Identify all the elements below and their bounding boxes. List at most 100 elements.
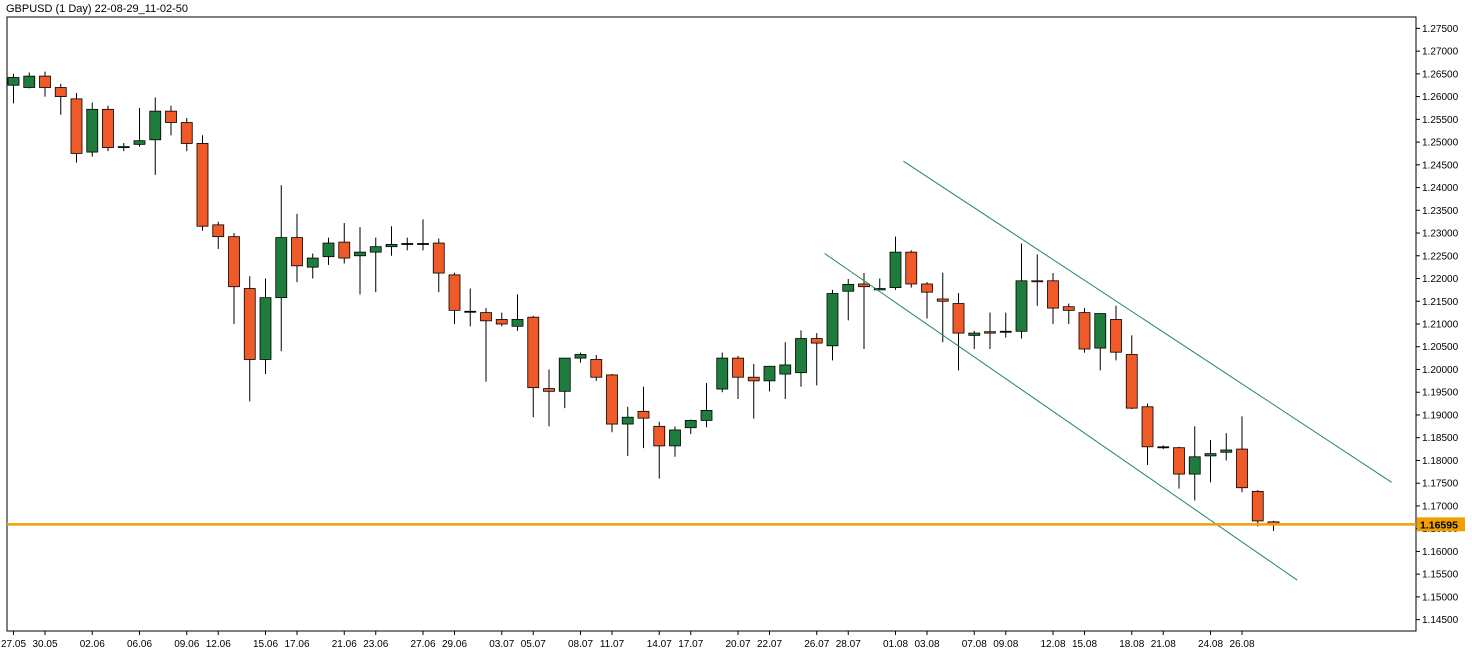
candle-body-bear [464,310,477,313]
candle-body-bear [432,242,445,274]
x-axis-tick-label: 15.06 [253,639,278,650]
candle [1251,490,1264,527]
candle [212,221,225,249]
y-axis-tick-label: 1.23000 [1422,229,1459,240]
channel-lower-line [824,253,1298,581]
candle [1078,308,1091,353]
candle-body-bear [54,87,67,97]
candle [432,238,445,293]
x-axis-tick-label: 22.07 [757,639,782,650]
candle [669,426,681,457]
candle [1188,426,1201,501]
x-axis-tick-label: 26.08 [1229,639,1254,650]
candle [810,333,823,386]
candle [196,135,209,231]
candle [228,233,240,324]
candle [747,364,760,419]
candle-body-bull [1188,456,1201,475]
x-axis-tick-label: 14.07 [647,639,672,650]
x-axis-tick-label: 20.07 [725,639,750,650]
current-price-label: 1.16595 [1420,519,1458,531]
y-axis-tick-label: 1.15500 [1422,570,1459,581]
candle [1094,313,1107,371]
current-price-tag [1417,517,1465,532]
candle-body-bear [480,312,492,322]
candle [1157,445,1170,450]
candle [1141,403,1154,465]
y-axis-tick-label: 1.18000 [1422,456,1459,467]
y-axis-tick-label: 1.25500 [1422,115,1459,126]
candle [905,250,918,288]
candle-body-bear [228,236,240,288]
x-axis-tick-label: 17.06 [284,639,309,650]
candle-body-bear [495,319,508,325]
candle-body-bull [117,146,130,149]
y-axis-tick-label: 1.14500 [1422,615,1459,626]
y-axis-tick-label: 1.16000 [1422,547,1459,558]
candle [149,97,162,175]
candle [70,92,83,163]
candle [653,421,666,479]
candle [558,357,571,409]
candle [621,406,634,456]
candle-body-bull [369,246,382,253]
candle [417,219,429,251]
x-axis-tick-label: 01.08 [883,639,908,650]
candle-body-bear [653,425,666,447]
candle-body-bear [1236,448,1248,489]
y-axis-tick-label: 1.20500 [1422,342,1459,353]
channel-upper-line [903,160,1392,483]
candle [543,369,555,427]
x-axis-tick-label: 03.08 [914,639,939,650]
candle-body-bear [1173,447,1185,475]
candle-body-bull [795,338,807,374]
candle [86,102,99,157]
y-axis-tick-label: 1.21500 [1422,297,1459,308]
candle [858,273,870,350]
candle-body-bull [1094,313,1107,349]
candle-body-bear [810,338,823,344]
candle [243,276,256,402]
candle-body-bear [196,143,209,227]
candle [1125,335,1138,410]
candle-body-bear [936,298,949,302]
candle-body-bear [1157,446,1170,449]
candle [637,386,650,449]
candle-body-bear [417,243,429,245]
x-axis-tick-label: 23.06 [363,639,388,650]
candle-body-bear [1031,280,1044,283]
x-axis-tick-label: 08.07 [568,639,593,650]
candle [606,374,618,433]
candle-body-bull [968,332,981,336]
candle-body-bull [149,110,162,141]
x-axis-tick-label: 07.08 [962,639,987,650]
candle-body-bear [527,316,540,389]
candle [968,330,981,350]
candle [936,272,949,343]
candle-body-bull [1015,280,1028,332]
candle [1267,520,1280,531]
y-axis-tick-label: 1.21000 [1422,320,1459,331]
x-axis-tick-label: 27.05 [1,639,26,650]
y-axis-tick-label: 1.26500 [1422,69,1459,80]
candle-body-bull [86,108,99,153]
candle [1204,439,1217,483]
candle [354,227,366,295]
candle [1047,273,1059,324]
candle [39,71,51,97]
candle [23,72,36,89]
candle [495,312,508,327]
x-axis-tick-label: 18.08 [1119,639,1144,650]
x-axis-tick-label: 24.08 [1198,639,1223,650]
candle [117,142,130,152]
candle-body-bear [543,388,555,392]
candle-body-bear [448,274,461,311]
x-axis-tick-label: 15.08 [1072,639,1097,650]
candle [448,272,461,324]
candle-body-bull [275,237,288,299]
candle [306,253,319,279]
x-axis-tick-label: 29.06 [442,639,467,650]
x-axis-tick-label: 21.06 [332,639,357,650]
